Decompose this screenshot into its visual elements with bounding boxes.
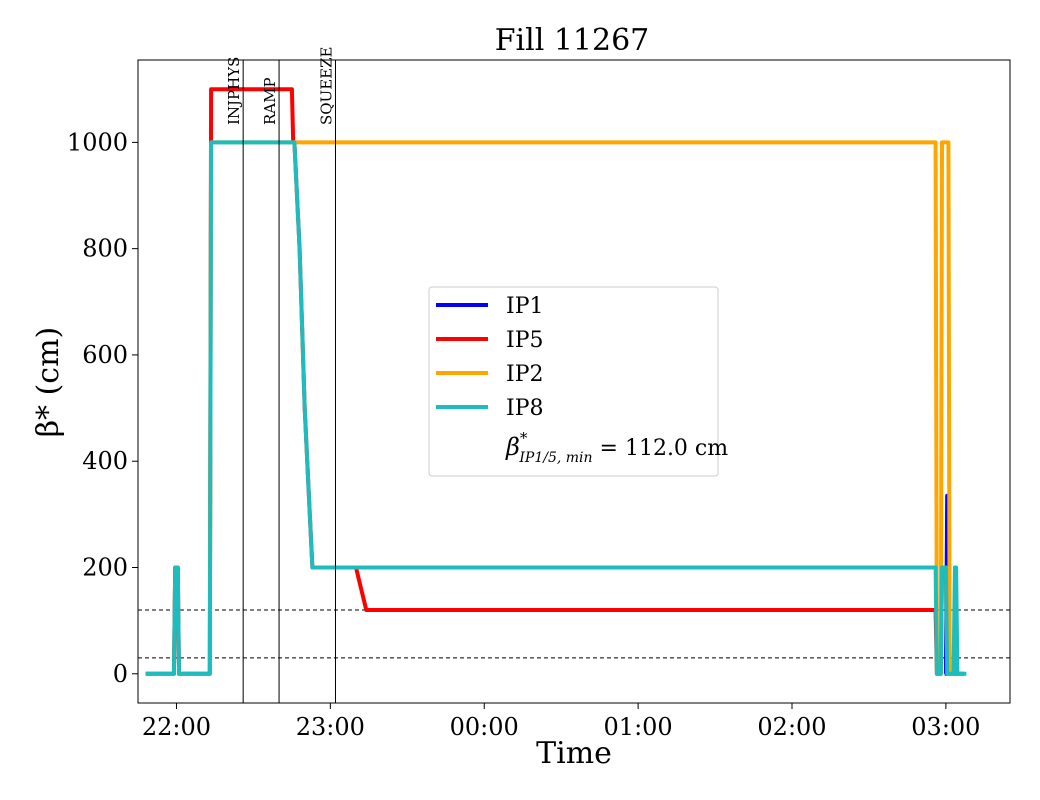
x-tick-label: 02:00 — [757, 713, 826, 741]
x-tick-label: 03:00 — [911, 713, 980, 741]
x-axis-label: Time — [536, 736, 612, 771]
chart-title: Fill 11267 — [495, 23, 650, 58]
legend-label-ip2: IP2 — [506, 362, 544, 387]
legend-label-ip1: IP1 — [506, 294, 544, 319]
phase-label-ramp: RAMP — [261, 77, 279, 125]
y-tick-label: 200 — [82, 553, 128, 581]
x-tick-label: 01:00 — [604, 713, 673, 741]
y-tick-label: 600 — [82, 341, 128, 369]
x-tick-label: 23:00 — [296, 713, 365, 741]
y-tick-label: 800 — [82, 235, 128, 263]
legend: IP1 IP5 IP2 IP8 β* IP1/5, min = 112.0 cm — [428, 286, 728, 477]
phase-label-injphys: INJPHYS — [225, 57, 243, 125]
plot-frame — [137, 59, 1011, 704]
legend-label-ip5: IP5 — [506, 328, 544, 353]
axes-layer: 0 200 400 600 800 1000 22:00 23:00 00:00 01:00 02:… — [67, 59, 1011, 741]
y-tick-label: 400 — [82, 447, 128, 475]
series-layer: INJPHYS RAMP SQUEEZE — [145, 47, 967, 703]
phase-label-squeeze: SQUEEZE — [317, 47, 335, 126]
x-tick-label: 00:00 — [450, 713, 519, 741]
y-tick-label: 1000 — [67, 128, 128, 156]
legend-label-beta-min: β* IP1/5, min = 112.0 cm — [505, 429, 728, 466]
x-tick-label: 22:00 — [142, 713, 211, 741]
y-tick-label: 0 — [113, 660, 128, 688]
legend-label-ip8: IP8 — [506, 396, 544, 421]
series-line-ip8 — [145, 140, 967, 676]
legend-box — [428, 286, 719, 477]
y-axis-label: β* (cm) — [31, 327, 66, 438]
